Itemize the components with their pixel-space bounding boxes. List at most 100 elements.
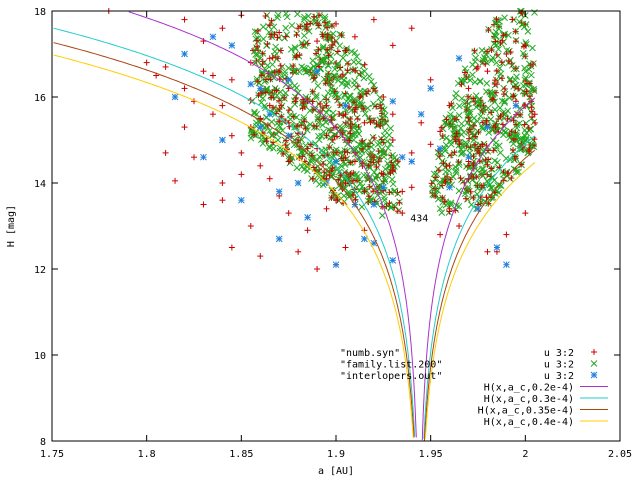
numb-syn-point <box>282 33 289 40</box>
numb-syn-point <box>309 88 316 95</box>
numb-syn-point <box>528 108 535 115</box>
family-point <box>498 40 505 48</box>
family-point <box>293 164 301 172</box>
family-point <box>313 168 320 175</box>
numb-syn-point <box>512 28 519 35</box>
numb-syn-point <box>522 210 529 217</box>
numb-syn-point <box>162 149 169 156</box>
numb-syn-point <box>342 244 349 251</box>
family-point <box>491 32 499 40</box>
family-point <box>507 156 514 164</box>
family-point <box>478 165 486 173</box>
numb-syn-point <box>342 154 349 161</box>
family-point <box>363 146 371 154</box>
numb-syn-point <box>276 118 283 125</box>
family-point <box>329 168 336 176</box>
family-point <box>461 190 469 198</box>
numb-syn-point <box>467 144 474 151</box>
family-point <box>346 135 354 143</box>
family-point <box>316 153 323 161</box>
numb-syn-point <box>490 147 497 154</box>
family-point <box>331 65 339 73</box>
numb-syn-point <box>266 55 273 62</box>
numb-syn-point <box>518 9 525 16</box>
numb-syn-point <box>443 116 450 123</box>
numb-syn-point <box>484 48 491 55</box>
x-tick-label: 1.85 <box>229 449 253 460</box>
family-point <box>447 111 454 118</box>
family-point <box>291 93 299 101</box>
family-point <box>281 34 288 42</box>
numb-syn-point <box>436 153 443 160</box>
family-point <box>301 13 308 21</box>
family-point <box>366 158 374 166</box>
x-tick-label: 2 <box>522 449 528 460</box>
family-point <box>344 59 351 67</box>
numb-syn-point <box>347 159 354 166</box>
family-point <box>470 136 478 143</box>
family-point <box>473 190 481 198</box>
numb-syn-point <box>282 142 289 149</box>
family-point <box>483 80 491 87</box>
numb-syn-point <box>295 25 302 32</box>
x-tick-label: 1.95 <box>419 449 443 460</box>
family-point <box>465 187 473 195</box>
family-point <box>324 89 332 97</box>
family-point <box>325 62 332 70</box>
numb-syn-point <box>257 162 264 169</box>
family-point <box>492 139 500 147</box>
numb-syn-point <box>277 62 284 69</box>
family-point <box>282 89 289 97</box>
family-point <box>473 179 480 187</box>
family-point <box>516 120 523 127</box>
numb-syn-point <box>336 111 343 118</box>
numb-syn-point <box>228 132 235 139</box>
numb-syn-point <box>451 149 458 156</box>
family-point <box>359 62 367 70</box>
numb-syn-point <box>471 141 478 148</box>
interloper-point <box>181 50 188 58</box>
family-point <box>469 193 476 201</box>
interloper-point <box>379 183 387 191</box>
numb-syn-point <box>296 52 303 59</box>
numb-syn-point <box>268 94 275 101</box>
family-point <box>519 50 527 57</box>
family-point <box>477 112 485 120</box>
numb-syn-point <box>361 61 368 68</box>
family-point <box>501 14 508 22</box>
interloper-point <box>294 179 302 187</box>
numb-syn-point <box>510 93 517 100</box>
interloper-point <box>503 261 510 269</box>
family-point <box>501 97 509 105</box>
interloper-point <box>285 76 293 84</box>
numb-syn-point <box>350 192 357 199</box>
numb-syn-point <box>300 41 307 48</box>
family-point <box>497 149 504 156</box>
numb-syn-point <box>493 16 500 23</box>
numb-syn-point <box>325 52 332 59</box>
family-point <box>254 38 262 45</box>
numb-syn-point <box>522 53 529 60</box>
family-point <box>314 156 321 164</box>
ticks-layer: 1.75 1.8 1.85 1.9 1.95 2 2.05 8 10 12 14 16 18 <box>34 7 632 460</box>
numb-syn-point <box>528 104 535 111</box>
numb-syn-point <box>485 26 492 33</box>
numb-syn-point <box>470 194 477 201</box>
family-point <box>513 124 521 132</box>
x-tick-label: 1.75 <box>40 449 64 460</box>
numb-syn-point <box>510 147 517 154</box>
family-point <box>501 99 508 106</box>
numb-syn-point <box>334 48 341 55</box>
numb-syn-point <box>456 223 463 229</box>
family-point <box>457 124 465 132</box>
interloper-point <box>512 102 520 109</box>
numb-syn-point <box>427 141 434 148</box>
numb-syn-point <box>276 68 283 75</box>
numb-syn-point <box>143 59 150 66</box>
numb-syn-point <box>492 124 499 131</box>
family-point <box>305 12 312 20</box>
family-point <box>458 95 466 102</box>
numb-syn-point <box>465 85 472 92</box>
family-point <box>515 168 522 176</box>
family-point <box>273 92 281 99</box>
